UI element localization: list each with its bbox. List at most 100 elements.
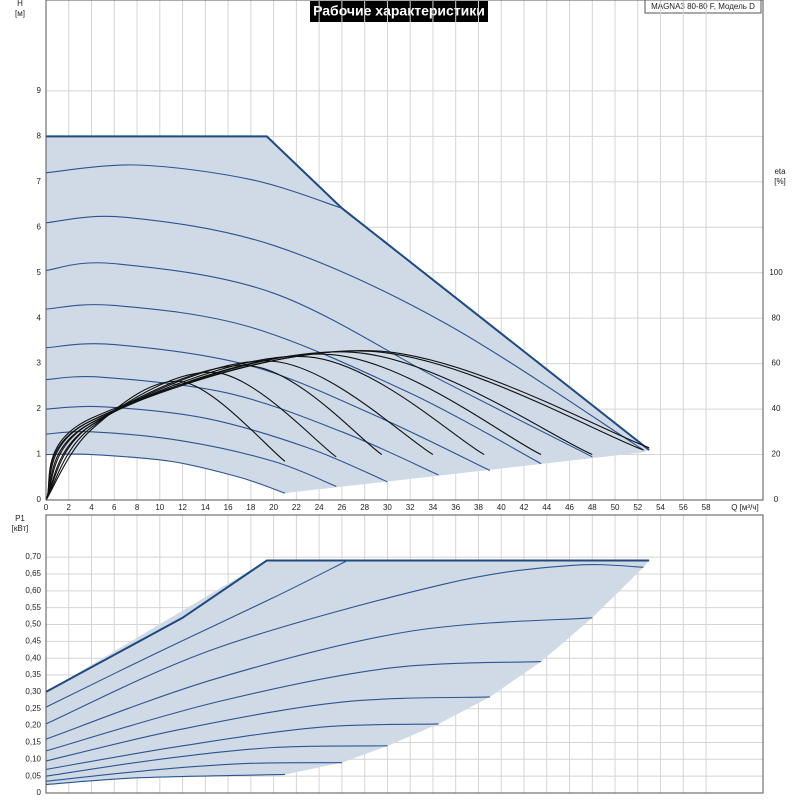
y-tick-label: 0,35 — [25, 670, 41, 679]
y-tick-label: 8 — [37, 131, 42, 140]
x-tick-label: 40 — [497, 503, 506, 512]
x-tick-label: 0 — [44, 503, 49, 512]
y2-tick-label: 0 — [774, 495, 779, 504]
y-tick-label: 2 — [37, 404, 42, 413]
y-tick-label: 0 — [37, 495, 42, 504]
x-tick-label: 54 — [656, 503, 665, 512]
y-tick-label: 1 — [37, 450, 42, 459]
x-tick-label: 6 — [112, 503, 117, 512]
x-tick-label: 22 — [292, 503, 301, 512]
model-box — [644, 0, 762, 14]
y-tick-label: 0,30 — [25, 687, 41, 696]
curve — [45, 453, 286, 494]
x-tick-label: 4 — [89, 503, 94, 512]
x-tick-label: 58 — [702, 503, 711, 512]
curve — [45, 343, 491, 471]
efficiency-curve — [45, 351, 593, 501]
curve — [45, 304, 542, 465]
y-tick-label: 0,50 — [25, 620, 41, 629]
x-tick-label: 14 — [201, 503, 210, 512]
y-tick-label: 0,55 — [25, 603, 41, 612]
y-tick-label: 0,10 — [25, 754, 41, 763]
curve — [45, 164, 343, 209]
x-tick-label: 8 — [135, 503, 140, 512]
y-axis-unit: [кВт] — [12, 524, 29, 533]
x-tick-label: 28 — [360, 503, 369, 512]
y2-tick-label: 100 — [769, 268, 783, 277]
curve — [45, 431, 337, 487]
y-tick-label: 0,40 — [25, 653, 41, 662]
curve — [45, 564, 644, 725]
curve — [46, 135, 650, 451]
efficiency-curve — [45, 371, 337, 501]
y-axis-label: P1 — [15, 514, 25, 523]
x-tick-label: 50 — [611, 503, 620, 512]
x-tick-label: 10 — [155, 503, 164, 512]
envelope-area — [46, 560, 650, 785]
curve — [45, 661, 542, 752]
x-tick-label: 36 — [451, 503, 460, 512]
model: MAGNA3 80-80 F, Модель D — [651, 2, 755, 11]
plot-frame — [45, 0, 764, 501]
x-tick-label: 44 — [542, 503, 551, 512]
x-tick-label: 18 — [246, 503, 255, 512]
curve — [45, 405, 388, 483]
x-tick-label: 26 — [337, 503, 346, 512]
x-tick-label: 34 — [428, 503, 437, 512]
title: Рабочие характеристики — [313, 3, 485, 19]
plot-frame — [45, 514, 764, 794]
efficiency-curve — [45, 360, 434, 501]
y-tick-label: 5 — [37, 268, 42, 277]
y-tick-label: 0,45 — [25, 636, 41, 645]
y-tick-label: 0,60 — [25, 586, 41, 595]
y-tick-label: 0,15 — [25, 738, 41, 747]
y2-axis-label: eta — [774, 167, 786, 176]
curve — [45, 745, 388, 777]
x-tick-label: 30 — [383, 503, 392, 512]
efficiency-curve — [45, 350, 650, 501]
efficiency-curve — [45, 380, 286, 501]
efficiency-curve — [45, 353, 542, 501]
title-box — [310, 1, 488, 22]
x-tick-label: 20 — [269, 503, 278, 512]
y-axis-label: H — [17, 0, 23, 8]
efficiency-curve — [45, 364, 383, 501]
x-tick-label: 16 — [224, 503, 233, 512]
y-axis-unit: [м] — [15, 9, 25, 18]
y-tick-label: 7 — [37, 177, 42, 186]
x-axis-label: Q [м³/ч] — [731, 503, 758, 512]
curve — [45, 376, 439, 476]
x-tick-label: 46 — [565, 503, 574, 512]
x-tick-label: 42 — [520, 503, 529, 512]
curve — [45, 559, 650, 693]
efficiency-curve — [45, 355, 485, 501]
y-tick-label: 0,20 — [25, 721, 41, 730]
curve — [45, 262, 593, 458]
y-tick-label: 3 — [37, 359, 42, 368]
curve — [45, 559, 348, 708]
y2-tick-label: 40 — [772, 404, 781, 413]
x-tick-label: 12 — [178, 503, 187, 512]
y-tick-label: 0,65 — [25, 569, 41, 578]
y-tick-label: 9 — [37, 86, 42, 95]
y2-tick-label: 80 — [772, 313, 781, 322]
curve — [45, 617, 593, 740]
y-tick-label: 4 — [37, 313, 42, 322]
x-tick-label: 56 — [679, 503, 688, 512]
y-tick-label: 0,25 — [25, 704, 41, 713]
curve — [45, 773, 286, 786]
y-tick-label: 6 — [37, 222, 42, 231]
y-tick-label: 0 — [37, 788, 42, 797]
y2-axis-unit: [%] — [774, 177, 786, 186]
y2-tick-label: 20 — [772, 450, 781, 459]
x-tick-label: 38 — [474, 503, 483, 512]
x-tick-label: 32 — [406, 503, 415, 512]
y-tick-label: 0,70 — [25, 552, 41, 561]
y2-tick-label: 60 — [772, 359, 781, 368]
curve — [45, 762, 342, 782]
curve — [45, 215, 644, 451]
y-tick-label: 0,05 — [25, 771, 41, 780]
x-tick-label: 24 — [315, 503, 324, 512]
x-tick-label: 48 — [588, 503, 597, 512]
